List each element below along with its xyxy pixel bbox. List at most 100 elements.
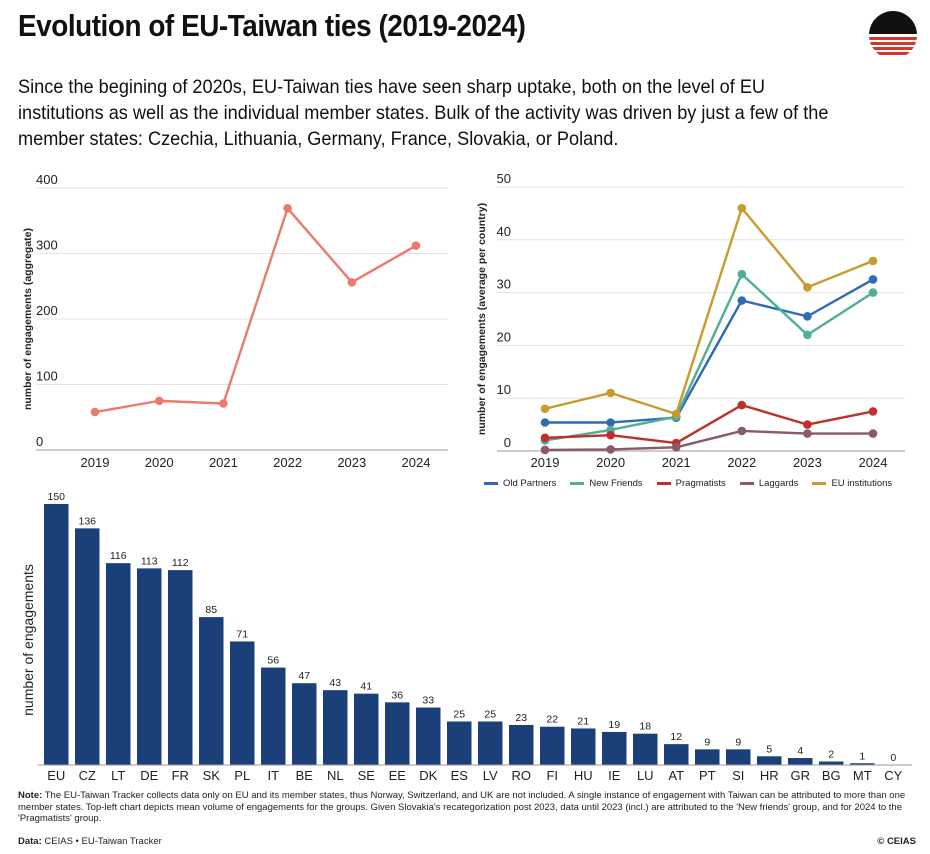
bar (199, 617, 224, 765)
data-point (606, 445, 615, 454)
x-tick-label: LT (111, 768, 125, 783)
bar (447, 721, 472, 765)
bar-value-label: 21 (577, 715, 589, 727)
y-axis-label: number of engagements (aggregate) (22, 228, 34, 410)
bar-value-label: 43 (329, 677, 341, 689)
legend-swatch (656, 482, 671, 485)
data-point (411, 241, 421, 250)
x-tick-label: GR (791, 768, 811, 783)
series-line-old-partners (545, 278, 874, 424)
data-point (868, 275, 878, 284)
data-point (606, 388, 615, 398)
page-title: Evolution of EU-Taiwan ties (2019-2024) (18, 8, 526, 43)
groups-legend: Old Partners New Friends Pragmatists Laggar… (484, 478, 892, 489)
data-point (868, 256, 878, 266)
aggregate-line-chart: 0 100 200 300 400 2019 2020 2021 2022 2023 2024 num… (22, 172, 448, 470)
x-tick-label: 2020 (596, 455, 625, 470)
series-line-laggards (544, 429, 873, 452)
bar-value-label: 19 (608, 719, 620, 731)
x-tick-label: SK (203, 768, 221, 783)
legend-label: Laggards (758, 478, 799, 489)
x-tick-label: PT (699, 768, 716, 783)
y-tick-label: 300 (36, 238, 58, 253)
x-tick-label: HU (574, 768, 593, 783)
x-tick-label: FR (172, 768, 189, 783)
data-point (868, 288, 878, 297)
data-label: Data: (18, 836, 42, 847)
y-tick-label: 20 (497, 329, 511, 344)
data-point (737, 400, 747, 410)
bar-value-label: 5 (766, 743, 772, 755)
bar (850, 763, 875, 765)
bar-value-label: 25 (453, 709, 465, 721)
x-tick-label: 2022 (273, 455, 302, 470)
bar-value-label: 4 (797, 745, 803, 757)
data-source: Data: CEIAS • EU-Taiwan Tracker (18, 836, 162, 847)
x-tick-label: 2024 (859, 455, 888, 470)
legend-label: EU institutions (831, 478, 893, 489)
data-point (868, 429, 878, 438)
legend-item: Old Partners (484, 478, 556, 489)
data-point (540, 418, 550, 427)
bar (230, 641, 255, 765)
bar-value-label: 0 (890, 752, 896, 764)
y-tick-label: 0 (36, 434, 43, 449)
bar (354, 693, 379, 765)
x-tick-label: IE (608, 768, 621, 783)
x-tick-label: 2019 (81, 455, 110, 470)
bar (137, 568, 162, 765)
data-source-text: CEIAS • EU-Taiwan Tracker (44, 836, 162, 847)
data-point (803, 283, 812, 292)
series-line-pragmatists (544, 403, 874, 445)
y-tick-label: 50 (497, 171, 511, 186)
note-text: The EU-Taiwan Tracker collects data only… (18, 790, 906, 824)
data-point (803, 330, 812, 340)
data-point (283, 204, 292, 213)
bar (664, 744, 689, 765)
bar-value-label: 150 (47, 491, 65, 503)
y-tick-label: 100 (36, 369, 58, 384)
data-point (737, 296, 747, 305)
bar-value-label: 23 (515, 712, 527, 724)
bar (323, 690, 348, 765)
data-point (737, 203, 747, 213)
bar-value-label: 56 (267, 655, 279, 667)
bar-value-label: 41 (360, 681, 372, 693)
y-axis-label: number of engagements (20, 564, 36, 716)
x-tick-label: 2023 (793, 455, 822, 470)
x-tick-label: CZ (79, 768, 96, 783)
legend-item: Laggards (739, 478, 799, 489)
bar (261, 667, 286, 765)
x-tick-label: LU (637, 768, 654, 783)
bar-value-label: 113 (141, 555, 158, 567)
page-subtitle: Since the begining of 2020s, EU-Taiwan t… (18, 76, 829, 150)
bar-value-label: 9 (704, 736, 710, 748)
country-bar-chart: 150EU136CZ116LT113DE112FR85SK71PL56IT47B… (20, 491, 912, 783)
bar-value-label: 9 (735, 736, 741, 748)
y-axis-label: number of engagements (average per count… (476, 203, 488, 435)
series-line (94, 207, 417, 414)
bar (788, 758, 813, 765)
bar (540, 726, 565, 765)
bar-value-label: 116 (110, 550, 127, 562)
y-tick-label: 400 (36, 172, 58, 187)
x-tick-label: 2019 (531, 455, 560, 470)
data-point (606, 418, 615, 427)
data-point (671, 443, 681, 452)
legend-item: Pragmatists (656, 478, 726, 489)
bar-value-label: 22 (546, 714, 558, 726)
bar (819, 761, 844, 765)
x-tick-label: EE (389, 768, 407, 783)
bar-value-label: 36 (391, 689, 403, 701)
x-tick-label: 2020 (145, 455, 174, 470)
x-tick-label: EU (47, 768, 65, 783)
series-line-eu-institutions (544, 206, 874, 416)
x-tick-label: IT (267, 768, 279, 783)
x-tick-label: BE (296, 768, 314, 783)
x-tick-label: SE (358, 768, 376, 783)
bar-value-label: 71 (236, 628, 248, 640)
bar (416, 707, 441, 765)
legend-swatch (570, 482, 585, 485)
data-point (868, 407, 878, 416)
data-point (540, 433, 550, 443)
